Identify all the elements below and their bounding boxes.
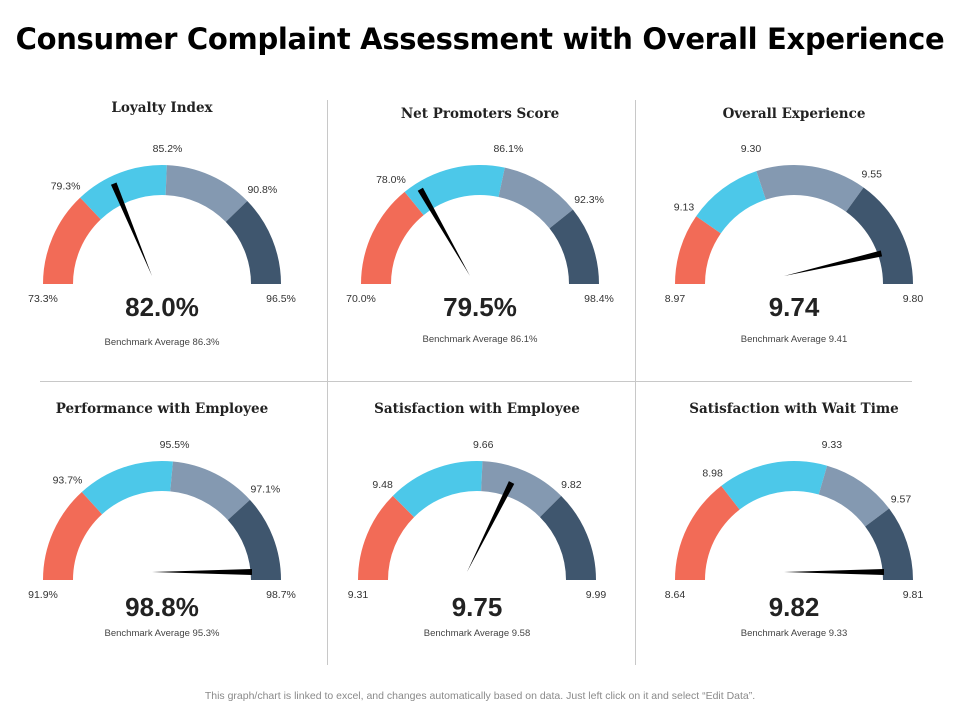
scale-label: 96.5% xyxy=(266,293,296,305)
gauge-value: 79.5% xyxy=(443,292,517,322)
scale-label: 98.4% xyxy=(584,293,614,305)
scale-label: 8.98 xyxy=(702,467,723,479)
scale-label: 85.2% xyxy=(153,143,183,155)
gauge-value: 9.82 xyxy=(769,592,820,622)
gauge-needle xyxy=(784,569,884,575)
scale-label: 8.97 xyxy=(665,293,686,305)
scale-label: 9.13 xyxy=(674,202,695,214)
gauge-title: Loyalty Index xyxy=(111,100,213,116)
benchmark-label: Benchmark Average 9.41 xyxy=(741,334,848,345)
gauge-segment xyxy=(818,465,890,527)
horizontal-divider xyxy=(40,381,912,382)
scale-label: 70.0% xyxy=(346,293,376,305)
gauge-value: 82.0% xyxy=(125,292,199,322)
gauge-segment xyxy=(498,167,573,229)
gauge-segment xyxy=(756,165,864,212)
gauge-needle xyxy=(417,187,470,276)
gauge-segment xyxy=(846,187,913,284)
scale-label: 79.3% xyxy=(51,180,81,192)
gauge-value: 9.75 xyxy=(452,592,503,622)
gauge-needle xyxy=(152,569,252,575)
gauge-segment xyxy=(165,165,248,222)
gauge-segment xyxy=(392,461,483,518)
gauge-segment xyxy=(43,492,103,580)
vertical-divider-left xyxy=(327,100,328,665)
benchmark-label: Benchmark Average 9.33 xyxy=(741,628,848,639)
gauge-segment xyxy=(43,197,101,284)
gauge-needle xyxy=(467,481,515,572)
scale-label: 86.1% xyxy=(493,143,523,155)
footer-note: This graph/chart is linked to excel, and… xyxy=(204,690,756,702)
gauge-title: Satisfaction with Wait Time xyxy=(689,401,898,417)
scale-label: 73.3% xyxy=(28,293,58,305)
gauge-segment xyxy=(675,485,740,580)
gauge-segment xyxy=(696,171,766,234)
scale-label: 9.80 xyxy=(903,293,924,305)
scale-label: 98.7% xyxy=(266,589,296,601)
gauge-needle xyxy=(784,250,883,276)
scale-label: 97.1% xyxy=(251,483,281,495)
scale-label: 9.99 xyxy=(586,589,607,601)
gauge-segment xyxy=(80,164,167,220)
scale-label: 91.9% xyxy=(28,589,58,601)
gauge-segment xyxy=(170,461,250,521)
gauge-segment xyxy=(549,209,599,284)
gauge-title: Performance with Employee xyxy=(56,401,268,417)
gauge-segment xyxy=(865,508,913,580)
scale-label: 93.7% xyxy=(53,474,83,486)
benchmark-label: Benchmark Average 86.3% xyxy=(105,337,221,348)
gauge-title: Overall Experience xyxy=(723,106,866,122)
gauge-segment xyxy=(225,201,281,284)
gauge-value: 98.8% xyxy=(125,592,199,622)
scale-label: 8.64 xyxy=(665,589,686,601)
gauge-segment xyxy=(81,461,173,515)
scale-label: 95.5% xyxy=(160,439,190,451)
scale-label: 9.31 xyxy=(348,589,369,601)
scale-label: 9.55 xyxy=(862,169,883,181)
gauge-value: 9.74 xyxy=(769,292,820,322)
scale-label: 9.82 xyxy=(561,479,582,491)
gauge-segment xyxy=(721,460,828,510)
scale-label: 9.33 xyxy=(822,439,843,451)
scale-label: 78.0% xyxy=(376,174,406,186)
gauge-segment xyxy=(358,495,415,580)
gauge-segment xyxy=(675,216,721,284)
scale-label: 9.81 xyxy=(903,589,924,601)
vertical-divider-right xyxy=(635,100,636,665)
gauge-title: Net Promoters Score xyxy=(401,106,559,122)
gauge-segment xyxy=(361,191,424,284)
scale-label: 92.3% xyxy=(574,194,604,206)
gauge-title: Satisfaction with Employee xyxy=(374,401,580,417)
scale-label: 9.57 xyxy=(891,493,912,505)
gauge-needle xyxy=(110,182,152,276)
benchmark-label: Benchmark Average 95.3% xyxy=(105,628,221,639)
page-title: Consumer Complaint Assessment with Overa… xyxy=(15,22,945,56)
gauge-segment xyxy=(539,495,596,580)
scale-label: 9.66 xyxy=(473,439,494,451)
benchmark-label: Benchmark Average 9.58 xyxy=(424,628,531,639)
scale-label: 9.48 xyxy=(372,479,393,491)
benchmark-label: Benchmark Average 86.1% xyxy=(423,334,539,345)
gauge-segment xyxy=(481,461,562,518)
gauge-segment xyxy=(227,499,281,580)
scale-label: 90.8% xyxy=(247,184,277,196)
scale-label: 9.30 xyxy=(741,143,762,155)
